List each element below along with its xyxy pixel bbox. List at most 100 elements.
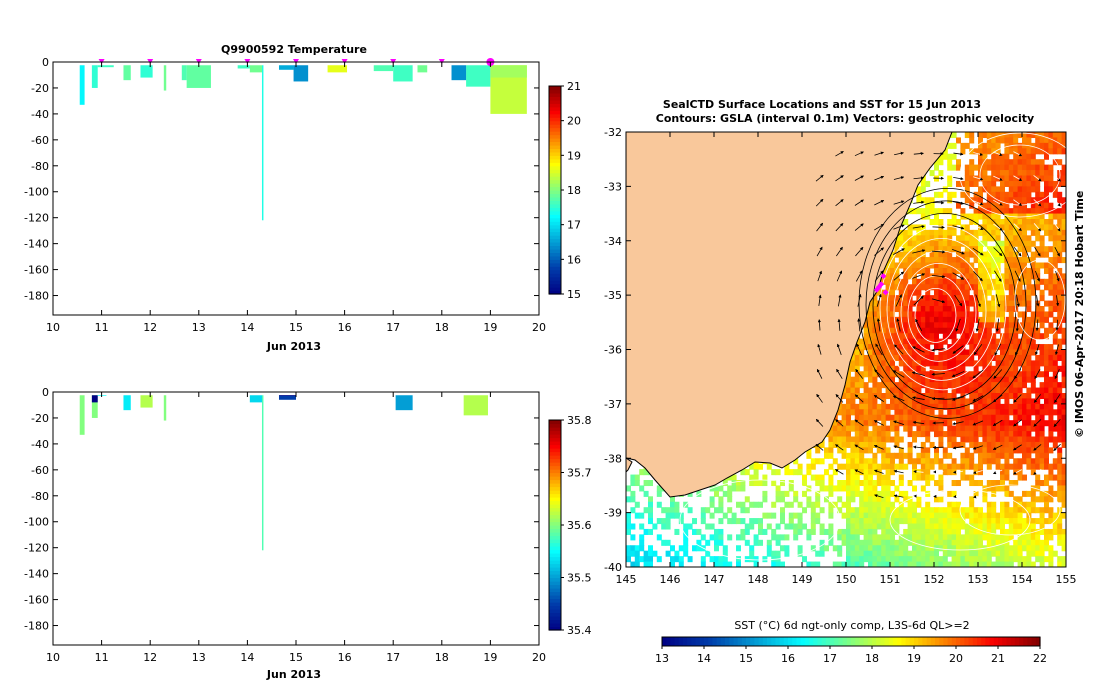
y-tick-label: -120 <box>24 542 49 555</box>
sst-cell <box>1061 213 1066 220</box>
sst-cell <box>978 132 983 139</box>
sst-cell <box>960 278 966 285</box>
sst-cell <box>1004 159 1010 166</box>
sst-cell <box>925 208 931 215</box>
sst-cell <box>1061 170 1066 177</box>
sst-cell <box>973 208 979 215</box>
sst-cell <box>1030 262 1036 269</box>
colorbar-cell <box>549 493 561 498</box>
sst-cell <box>1048 284 1054 291</box>
sst-cell <box>1004 338 1010 345</box>
sst-cell <box>1022 240 1027 247</box>
sst-cell <box>960 191 966 198</box>
sst-cell <box>912 208 917 215</box>
sst-cell <box>1013 164 1019 171</box>
sst-cell <box>986 409 992 416</box>
sst-cell <box>898 262 904 269</box>
x-tick-label: 10 <box>46 651 60 664</box>
sst-cell <box>1008 175 1014 182</box>
sst-cell <box>912 257 917 264</box>
colorbar-cell <box>549 521 561 526</box>
sst-cell <box>1017 376 1023 383</box>
sst-cell <box>912 316 917 323</box>
sst-cell <box>1039 349 1045 356</box>
sst-cell <box>1026 360 1032 367</box>
sst-cell <box>912 333 917 340</box>
profile-bar <box>466 65 491 87</box>
sst-cell <box>1026 159 1032 166</box>
sst-cell <box>964 322 970 329</box>
sst-cell <box>916 393 922 400</box>
sst-cell <box>903 376 909 383</box>
sst-cell <box>903 284 909 291</box>
sst-cell <box>912 235 917 242</box>
sst-cell <box>1022 186 1027 193</box>
sst-cell <box>995 365 1001 372</box>
sst-cell <box>1026 170 1032 177</box>
sst-cell <box>920 354 926 361</box>
sst-cell <box>929 387 935 394</box>
sst-cell <box>934 382 939 389</box>
x-tick-label: 20 <box>532 651 546 664</box>
sst-cell <box>1035 365 1041 372</box>
sst-cell <box>947 273 953 280</box>
sst-cell <box>868 409 873 416</box>
sst-cell <box>881 278 887 285</box>
sst-cell <box>995 376 1001 383</box>
colorbar-cell <box>549 287 561 292</box>
sst-cell <box>1048 262 1054 269</box>
sst-cell <box>1048 213 1054 220</box>
sst-cell <box>912 409 917 416</box>
sst-cell <box>947 278 953 285</box>
sst-cell <box>1035 344 1041 351</box>
sst-cell <box>1057 344 1063 351</box>
sst-cell <box>995 267 1001 274</box>
sst-cell <box>920 213 926 220</box>
sst-cell <box>938 229 944 236</box>
colorbar-cell <box>549 203 561 208</box>
x-tick-label: 12 <box>143 651 157 664</box>
sst-cell <box>1004 240 1010 247</box>
sst-cell <box>986 311 992 318</box>
sst-cell <box>1044 376 1049 383</box>
sst-cell <box>951 333 957 340</box>
sst-cell <box>986 382 992 389</box>
sst-cell <box>995 235 1001 242</box>
sst-cell <box>1061 393 1066 400</box>
sst-cell <box>956 257 961 264</box>
sst-cell <box>1022 164 1027 171</box>
sst-cell <box>982 251 988 258</box>
sst-cell <box>973 365 979 372</box>
sst-cell <box>1048 300 1054 307</box>
colorbar-cell <box>549 131 561 136</box>
sst-cell <box>986 344 992 351</box>
sst-cell <box>1061 180 1066 187</box>
sst-cell <box>1022 148 1027 155</box>
sst-cell <box>1044 365 1049 372</box>
colorbar-cell <box>549 535 561 540</box>
colorbar-cell <box>549 570 561 575</box>
colorbar-cell <box>549 193 561 198</box>
sst-cell <box>1052 137 1058 144</box>
sst-cell <box>907 403 913 410</box>
sst-cell <box>995 208 1001 215</box>
sst-cell <box>1004 175 1010 182</box>
sst-cell <box>929 403 935 410</box>
sst-cell <box>1048 273 1054 280</box>
colorbar-cell <box>549 588 561 593</box>
colorbar-cell <box>549 86 561 91</box>
sst-cell <box>916 284 922 291</box>
sst-cell <box>1035 278 1041 285</box>
sst-cell <box>1013 338 1019 345</box>
colorbar-cell <box>549 577 561 582</box>
sst-cell <box>1000 316 1005 323</box>
sst-cell <box>907 224 913 231</box>
sst-cell <box>1039 175 1045 182</box>
sst-cell <box>995 327 1001 334</box>
colorbar-cell <box>549 525 561 530</box>
sst-cell <box>929 170 935 177</box>
sst-cell <box>1039 409 1045 416</box>
sst-cell <box>1061 164 1066 171</box>
sst-cell <box>1035 311 1041 318</box>
sst-cell <box>1022 159 1027 166</box>
